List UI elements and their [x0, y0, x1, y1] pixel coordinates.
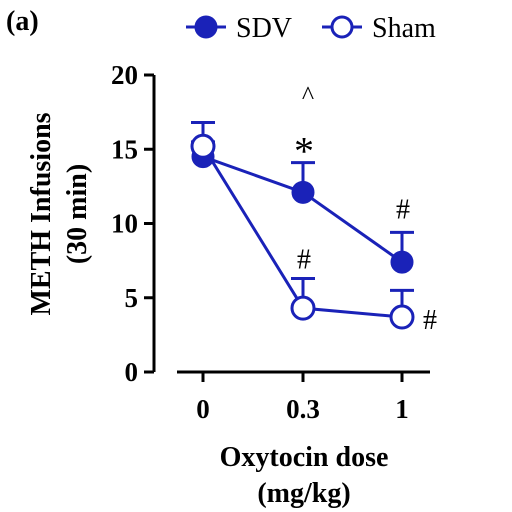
caret-annotation: ^	[302, 81, 314, 110]
legend: SDV Sham	[186, 13, 436, 44]
y-tick-label-4: 20	[111, 60, 138, 90]
y-tick-label-0: 0	[125, 357, 139, 387]
legend-sham-marker	[330, 15, 354, 39]
panel-label: (a)	[6, 6, 39, 37]
legend-sdv-label: SDV	[236, 13, 292, 44]
x-axis-title-line2: (mg/kg)	[257, 478, 350, 509]
x-tick-label-2: 1	[395, 394, 409, 424]
x-tick-label-1: 0.3	[286, 394, 320, 424]
y-axis-title-line2: (30 min)	[62, 164, 93, 264]
sdv-point-1	[291, 180, 315, 204]
sham-point-0	[190, 133, 216, 159]
y-tick-label-1: 5	[125, 283, 139, 313]
sdv-point-2	[390, 250, 414, 274]
sdv-annotation-2: #	[396, 194, 410, 225]
legend-sdv-marker	[194, 15, 218, 39]
sham-annotation-1: #	[297, 244, 311, 275]
x-axis-title-line1: Oxytocin dose	[220, 442, 389, 473]
y-tick-label-2: 10	[111, 209, 138, 239]
y-ticks: 0 5 10 15 20	[111, 60, 154, 387]
y-tick-label-3: 15	[111, 134, 138, 164]
sdv-annotation-1: *	[294, 129, 314, 174]
sham-point-1	[290, 295, 316, 321]
y-axis-title-line1: METH Infusions	[26, 112, 57, 315]
x-tick-label-0: 0	[196, 394, 210, 424]
sham-point-2	[389, 304, 415, 330]
x-axis: 0 0.3 1	[177, 370, 430, 424]
sham-annotation-2: #	[423, 305, 437, 336]
y-axis: 0 5 10 15 20	[111, 60, 156, 387]
plot-area: * # # # ^	[190, 81, 437, 336]
legend-sham-label: Sham	[372, 13, 436, 44]
x-ticks: 0 0.3 1	[196, 372, 409, 424]
